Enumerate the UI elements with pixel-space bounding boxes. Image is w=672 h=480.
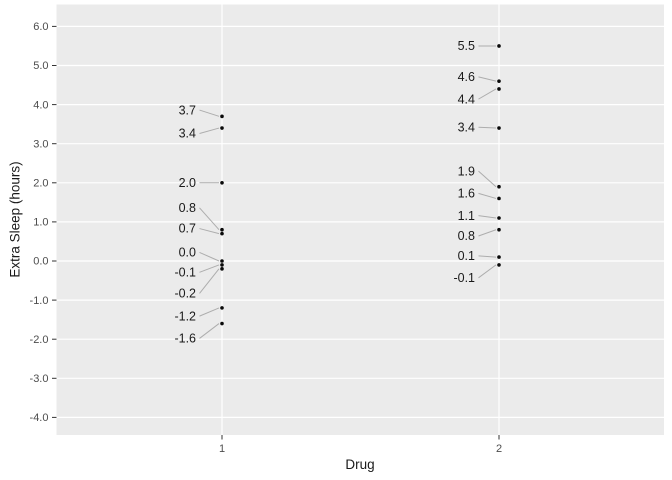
data-point-label: -1.6 [174,332,196,346]
data-point [220,114,224,119]
x-tick-label: 2 [496,443,502,455]
x-tick-label: 1 [219,443,225,455]
y-tick-label: 4.0 [33,99,48,111]
y-tick-label: -4.0 [30,412,49,424]
label-leader-line [478,215,497,219]
data-point-label: 0.1 [458,249,475,263]
data-point [497,126,501,130]
label-leader-line [199,264,220,273]
data-point-label: 0.8 [179,201,196,215]
data-point [497,216,501,220]
data-point-label: 0.0 [179,246,196,260]
y-tick-label: 2.0 [33,178,48,190]
label-leader-line [199,109,220,117]
data-point-label: 1.1 [458,209,475,223]
y-tick-label: -1.0 [30,295,49,307]
y-tick-label: -3.0 [30,373,49,385]
label-leader-line [478,170,497,188]
label-leader-line [199,268,220,294]
data-point-label: 3.7 [179,103,196,117]
label-leader-line [199,228,220,235]
panel-background [56,4,664,435]
data-point-label: 3.4 [179,127,196,141]
data-point-label: 3.4 [458,120,475,134]
data-point-label: 4.6 [458,70,475,84]
y-tick-label: 6.0 [33,21,48,33]
data-point [220,231,224,236]
y-tick-label: 0.0 [33,256,48,268]
data-point [497,79,501,83]
y-tick-label: 1.0 [33,217,48,229]
data-point-label: -0.1 [174,266,196,280]
label-leader-line [199,323,220,339]
data-point [220,259,224,263]
data-point [497,87,501,91]
data-point [220,267,224,271]
data-point [497,255,501,259]
label-leader-line [478,76,497,82]
data-point [220,306,224,310]
y-tick-label: 5.0 [33,60,48,72]
data-point-label: 4.4 [458,92,475,106]
data-point [220,321,224,326]
data-point [497,44,501,48]
data-point-label: -0.1 [453,271,475,285]
label-leader-line [199,207,220,231]
x-axis-title: Drug [345,457,375,472]
data-point-label: 5.5 [458,39,475,53]
data-point [220,126,224,130]
y-tick-label: 3.0 [33,138,48,150]
label-leader-line [478,126,497,129]
label-leader-line [478,255,497,258]
data-point [497,263,501,267]
label-leader-line [478,88,497,100]
data-point [220,263,224,267]
data-point-label: 1.6 [458,187,475,201]
data-point [497,196,501,201]
data-point-label: -1.2 [174,309,196,323]
data-point [220,227,224,232]
label-leader-line [199,251,220,262]
data-point-label: 2.0 [179,176,196,190]
y-tick-label: -2.0 [30,334,49,346]
y-axis-title: Extra Sleep (hours) [7,161,23,278]
label-leader-line [478,192,497,199]
data-point-label: -0.2 [174,287,196,301]
data-point [497,184,501,189]
label-leader-line [478,264,497,279]
data-point-label: 0.8 [458,229,475,243]
data-point-label: 1.9 [458,164,475,178]
data-point [497,227,501,232]
label-leader-line [478,229,497,237]
data-point [220,181,224,185]
data-point-label: 0.7 [179,222,196,236]
label-leader-line [199,127,220,135]
label-leader-line [199,307,220,317]
